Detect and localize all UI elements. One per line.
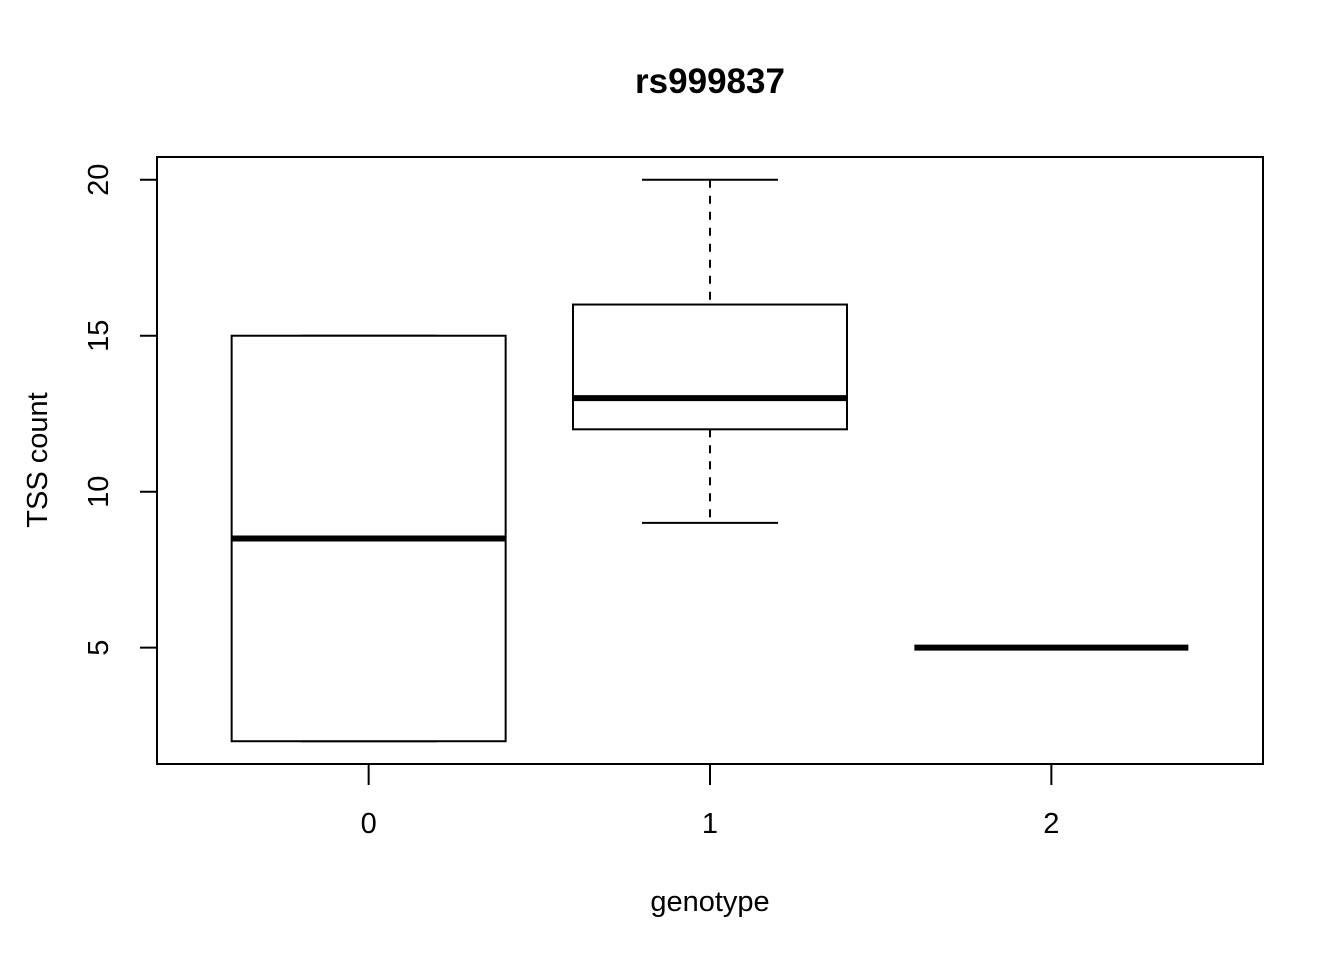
x-tick-label: 0	[361, 808, 377, 840]
y-tick-label: 5	[83, 640, 115, 656]
plot-marks: 5 10 15 20 0 1 2	[83, 164, 1189, 840]
x-tick-label: 1	[702, 808, 718, 840]
y-tick-label: 15	[83, 320, 115, 352]
box-group-1	[572, 178, 848, 524]
x-tick-label: 2	[1043, 808, 1059, 840]
plot-frame	[156, 156, 1264, 765]
y-axis-label: TSS count	[22, 392, 54, 527]
y-tick-label: 10	[83, 476, 115, 508]
box-group-0	[230, 334, 507, 743]
y-tick-label: 20	[83, 164, 115, 196]
box	[572, 303, 848, 431]
x-axis-label: genotype	[650, 886, 769, 918]
chart-title: rs999837	[635, 62, 785, 101]
